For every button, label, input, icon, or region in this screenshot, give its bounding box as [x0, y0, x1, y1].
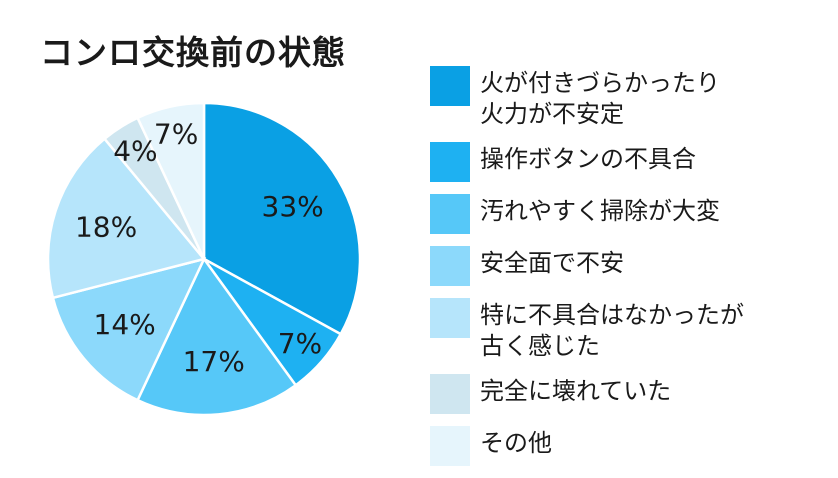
- legend-swatch-0: [430, 66, 470, 106]
- legend-item-3: 安全面で不安: [430, 246, 830, 286]
- slice-value-label-4: 18%: [75, 211, 137, 244]
- legend-label-2: 汚れやすく掃除が大変: [480, 197, 720, 225]
- slice-value-label-6: 7%: [154, 118, 198, 151]
- legend-item-6: その他: [430, 426, 830, 466]
- legend-swatch-5: [430, 374, 470, 414]
- pie-slice-4: [46, 137, 207, 300]
- legend-label-5: 完全に壊れていた: [480, 377, 672, 405]
- slice-value-label-2: 17%: [183, 345, 245, 378]
- pie-slice-2: [135, 256, 298, 417]
- legend-item-0: 火が付きづらかったり 火力が不安定: [430, 66, 830, 130]
- slice-value-label-0: 33%: [262, 190, 324, 223]
- legend-item-2: 汚れやすく掃除が大変: [430, 194, 830, 234]
- legend-item-4: 特に不具合はなかったが 古く感じた: [430, 298, 830, 362]
- legend-label-0: 火が付きづらかったり 火力が不安定: [480, 69, 720, 128]
- chart-title: コンロ交換前の状態: [40, 33, 346, 72]
- legend-item-5: 完全に壊れていた: [430, 374, 830, 414]
- legend-label-4: 特に不具合はなかったが 古く感じた: [480, 301, 744, 360]
- legend-label-3: 安全面で不安: [480, 249, 624, 277]
- legend-label-6: その他: [480, 429, 552, 457]
- slice-value-label-3: 14%: [94, 308, 156, 341]
- legend-label-1: 操作ボタンの不具合: [480, 145, 696, 173]
- legend-swatch-1: [430, 142, 470, 182]
- legend-swatch-6: [430, 426, 470, 466]
- legend-item-1: 操作ボタンの不具合: [430, 142, 830, 182]
- legend-swatch-3: [430, 246, 470, 286]
- slice-value-label-5: 4%: [113, 134, 157, 167]
- pie-slice-0: [202, 101, 362, 336]
- legend: 火が付きづらかったり 火力が不安定操作ボタンの不具合 汚れやすく掃除が大変 安全面で…: [430, 66, 830, 478]
- pie-slice-6: [135, 101, 206, 260]
- pie-chart: 33%7%17%14%18%4%7%: [46, 101, 362, 417]
- pie-slice-3: [51, 257, 207, 402]
- slice-value-label-1: 7%: [278, 327, 322, 360]
- legend-swatch-2: [430, 194, 470, 234]
- legend-swatch-4: [430, 298, 470, 338]
